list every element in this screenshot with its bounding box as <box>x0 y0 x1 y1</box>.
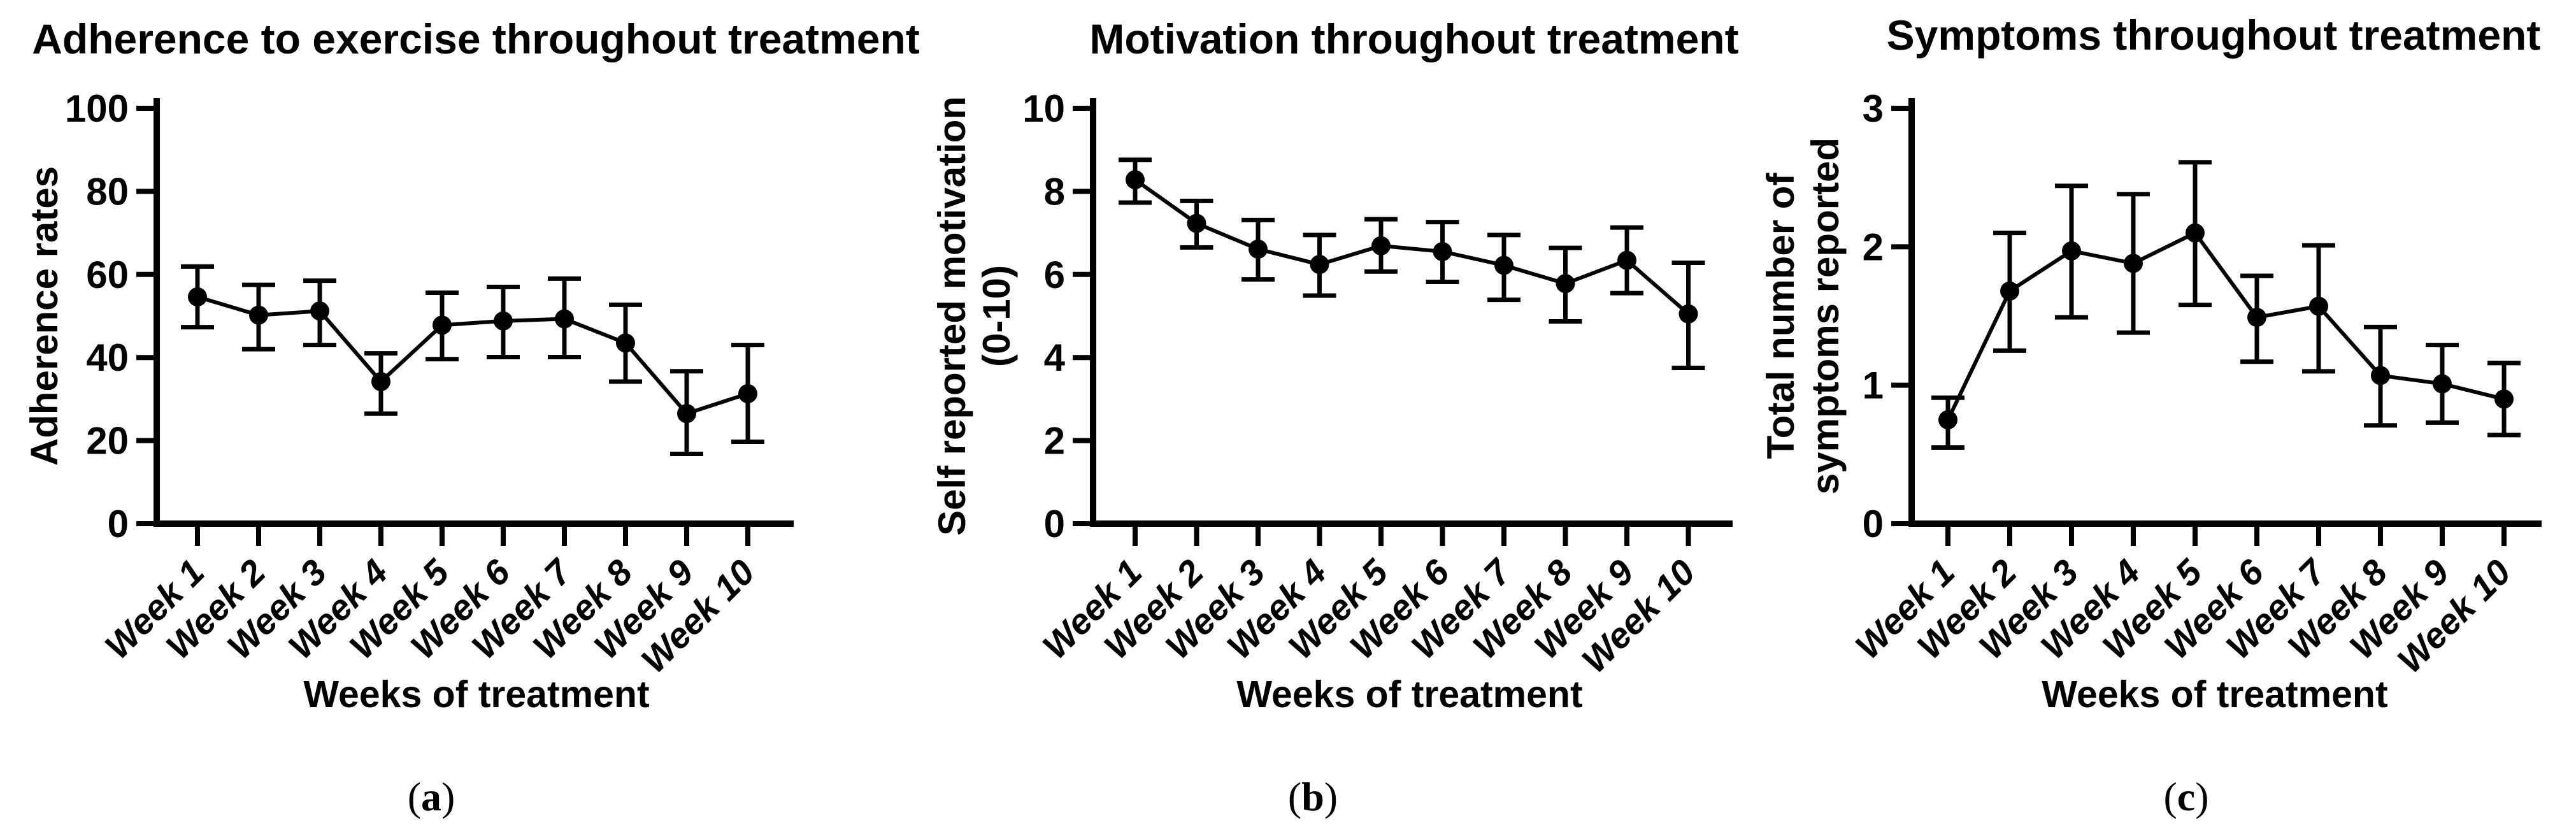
data-point-marker <box>1494 255 1513 275</box>
y-tick-label: 0 <box>1863 503 1884 545</box>
y-axis-label: (0-10) <box>975 265 1018 367</box>
data-point-marker <box>1556 274 1575 294</box>
y-tick-label: 0 <box>108 503 129 545</box>
chart-title: Symptoms throughout treatment <box>1887 11 2541 59</box>
data-point-marker <box>677 404 696 424</box>
x-axis-label: Weeks of treatment <box>1236 673 1582 715</box>
series-line <box>1946 230 2505 421</box>
y-tick-label: 6 <box>1044 254 1065 296</box>
y-tick-label: 0 <box>1044 503 1065 545</box>
panel-caption: (a) <box>408 774 455 819</box>
panel-caption: (c) <box>2163 774 2208 819</box>
y-tick-label: 8 <box>1044 170 1065 213</box>
y-tick-label: 2 <box>1044 420 1065 463</box>
data-point-marker <box>2309 296 2328 316</box>
x-axis-label: Weeks of treatment <box>303 673 649 715</box>
data-point-marker <box>1310 255 1329 275</box>
data-point-marker <box>188 287 207 307</box>
data-point-marker <box>555 309 574 329</box>
x-axis-label: Weeks of treatment <box>2042 673 2387 715</box>
y-axis-label: Adherence rates <box>23 166 66 466</box>
y-axis-label: Total number of <box>1759 173 1802 459</box>
chart-panel-b: Motivation throughout treatment Self repo… <box>931 15 1739 819</box>
data-point-marker <box>738 384 757 403</box>
data-point-marker <box>1678 304 1698 324</box>
y-axis-label: Self reported motivation <box>931 96 973 536</box>
chart-title: Motivation throughout treatment <box>1089 15 1738 62</box>
y-tick-label: 20 <box>86 420 129 463</box>
y-tick-label: 3 <box>1863 87 1884 130</box>
y-tick-label: 2 <box>1863 226 1884 268</box>
data-point-marker <box>2000 281 2019 301</box>
data-point-marker <box>249 305 268 325</box>
chart-panel-a: Adherence to exercise throughout treatme… <box>23 15 920 819</box>
data-point-marker <box>371 372 390 392</box>
y-tick-label: 80 <box>86 170 129 213</box>
y-tick-label: 60 <box>86 254 129 296</box>
data-point-marker <box>494 311 513 331</box>
y-tick-label: 4 <box>1044 336 1066 379</box>
data-point-marker <box>2124 254 2143 273</box>
series-line <box>1134 178 1690 316</box>
data-point-marker <box>2494 389 2514 409</box>
data-point-marker <box>2371 366 2390 385</box>
data-point-marker <box>433 315 452 335</box>
data-point-marker <box>1249 240 1268 259</box>
panel-caption: (b) <box>1288 774 1338 819</box>
data-point-marker <box>1617 250 1636 270</box>
y-axis-label: symptoms reported <box>1804 138 1847 494</box>
data-point-marker <box>1371 236 1391 255</box>
data-point-marker <box>2186 223 2205 243</box>
data-point-marker <box>2062 241 2081 261</box>
data-point-marker <box>310 301 329 321</box>
data-point-marker <box>616 333 635 353</box>
chart-panel-c: Symptoms throughout treatment Total numbe… <box>1759 11 2542 819</box>
data-point-marker <box>2433 374 2452 394</box>
data-point-marker <box>1126 170 1145 190</box>
y-tick-label: 10 <box>1022 87 1065 130</box>
y-tick-label: 1 <box>1863 364 1884 407</box>
chart-title: Adherence to exercise throughout treatme… <box>32 15 920 62</box>
y-tick-label: 100 <box>65 87 129 130</box>
data-point-marker <box>2247 308 2266 327</box>
data-point-marker <box>1938 410 1957 429</box>
data-point-marker <box>1433 241 1452 261</box>
data-point-marker <box>1187 213 1206 233</box>
series-line <box>197 295 748 416</box>
y-tick-label: 40 <box>86 336 129 379</box>
